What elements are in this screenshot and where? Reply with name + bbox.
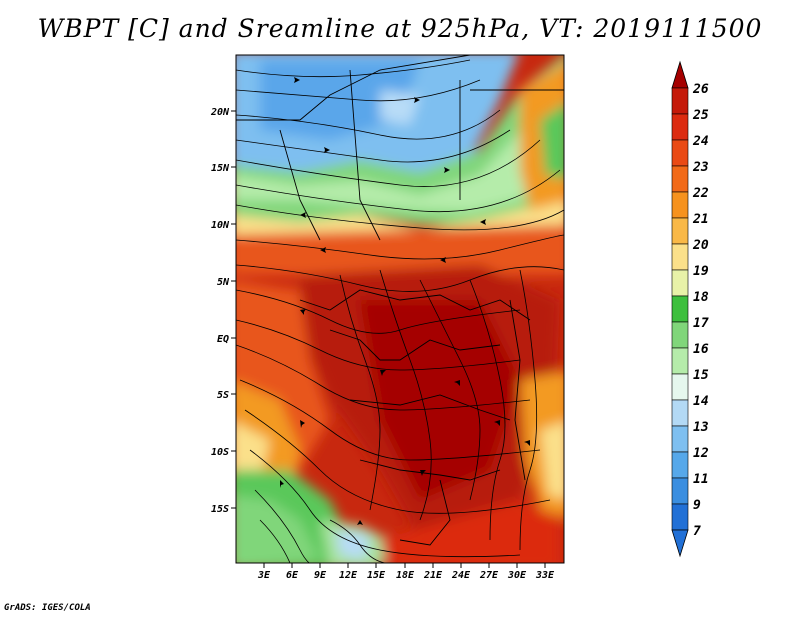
colorbar-label: 20	[692, 238, 709, 253]
colorbar-label: 17	[693, 316, 709, 331]
colorbar-swatch	[671, 113, 689, 141]
colorbar-label: 9	[693, 498, 701, 513]
colorbar-swatch	[671, 139, 689, 167]
streamlines	[236, 59, 564, 563]
colorbar-swatch	[671, 87, 689, 115]
lon-label: 21E	[423, 570, 443, 581]
lon-label: 24E	[451, 570, 471, 581]
lon-axis: 3E 6E 9E 12E 15E 18E 21E 24E 27E 30E 33E	[257, 563, 555, 581]
lon-label: 18E	[396, 570, 415, 581]
lat-label: 20N	[210, 107, 230, 118]
lat-label: 5N	[217, 277, 230, 288]
lat-label: 15S	[211, 504, 229, 515]
footer-credit: GrADS: IGES/COLA	[4, 603, 91, 613]
colorbar-swatch	[671, 243, 689, 271]
colorbar-swatch	[671, 399, 689, 427]
streamline-arrows	[280, 77, 530, 525]
colorbar-label: 16	[693, 342, 709, 357]
colorbar-label: 18	[693, 290, 709, 305]
map-title: WBPT [C] and Sreamline at 925hPa, VT: 20…	[37, 14, 763, 43]
colorbar-label: 22	[692, 186, 709, 201]
lat-label: 5S	[217, 390, 229, 401]
colorbar-swatch	[671, 451, 689, 479]
map-frame	[235, 54, 565, 564]
colorbar-top-arrow	[671, 60, 689, 89]
colorbar-swatch	[671, 425, 689, 453]
lon-label: 12E	[339, 570, 358, 581]
wbpt-shading	[236, 55, 564, 563]
colorbar-swatch	[671, 295, 689, 323]
colorbar-label: 26	[692, 82, 709, 97]
colorbar-label: 25	[692, 108, 709, 123]
colorbar-swatch	[671, 191, 689, 219]
colorbar-label: 19	[693, 264, 709, 279]
lat-label: 10S	[211, 447, 229, 458]
colorbar-label: 11	[693, 472, 709, 487]
colorbar-label: 23	[692, 160, 709, 175]
lon-label: 9E	[314, 570, 327, 581]
lon-label: 15E	[367, 570, 386, 581]
colorbar-swatch	[671, 321, 689, 349]
colorbar-label: 7	[693, 524, 701, 539]
colorbar-label: 24	[692, 134, 709, 149]
lon-label: 6E	[286, 570, 299, 581]
lon-label: 3E	[257, 570, 271, 581]
colorbar-label: 21	[692, 212, 709, 227]
colorbar-label: 15	[693, 368, 709, 383]
colorbar-label: 12	[693, 446, 709, 461]
lon-label: 30E	[507, 570, 527, 581]
lat-label: EQ	[217, 334, 229, 345]
lon-label: 33E	[535, 570, 555, 581]
colorbar-swatch	[671, 165, 689, 193]
lat-label: 10N	[211, 220, 230, 231]
colorbar-swatch	[671, 503, 689, 531]
country-borders	[236, 55, 564, 546]
lat-label: 15N	[211, 163, 230, 174]
colorbar-bottom-arrow	[671, 529, 689, 558]
colorbar-swatch	[671, 347, 689, 375]
colorbar-swatch	[671, 269, 689, 297]
colorbar-swatch	[671, 373, 689, 401]
colorbar-label: 13	[693, 420, 709, 435]
lat-axis: 20N 15N 10N 5N EQ 5S 10S 15S	[210, 107, 236, 515]
colorbar: 26 25 24 23 22 21 20 19 18 17 16 15 14 13 12 11 9 7	[671, 60, 709, 558]
colorbar-swatch	[671, 217, 689, 245]
lon-label: 27E	[479, 570, 499, 581]
colorbar-label: 14	[693, 394, 709, 409]
colorbar-swatch	[671, 477, 689, 505]
